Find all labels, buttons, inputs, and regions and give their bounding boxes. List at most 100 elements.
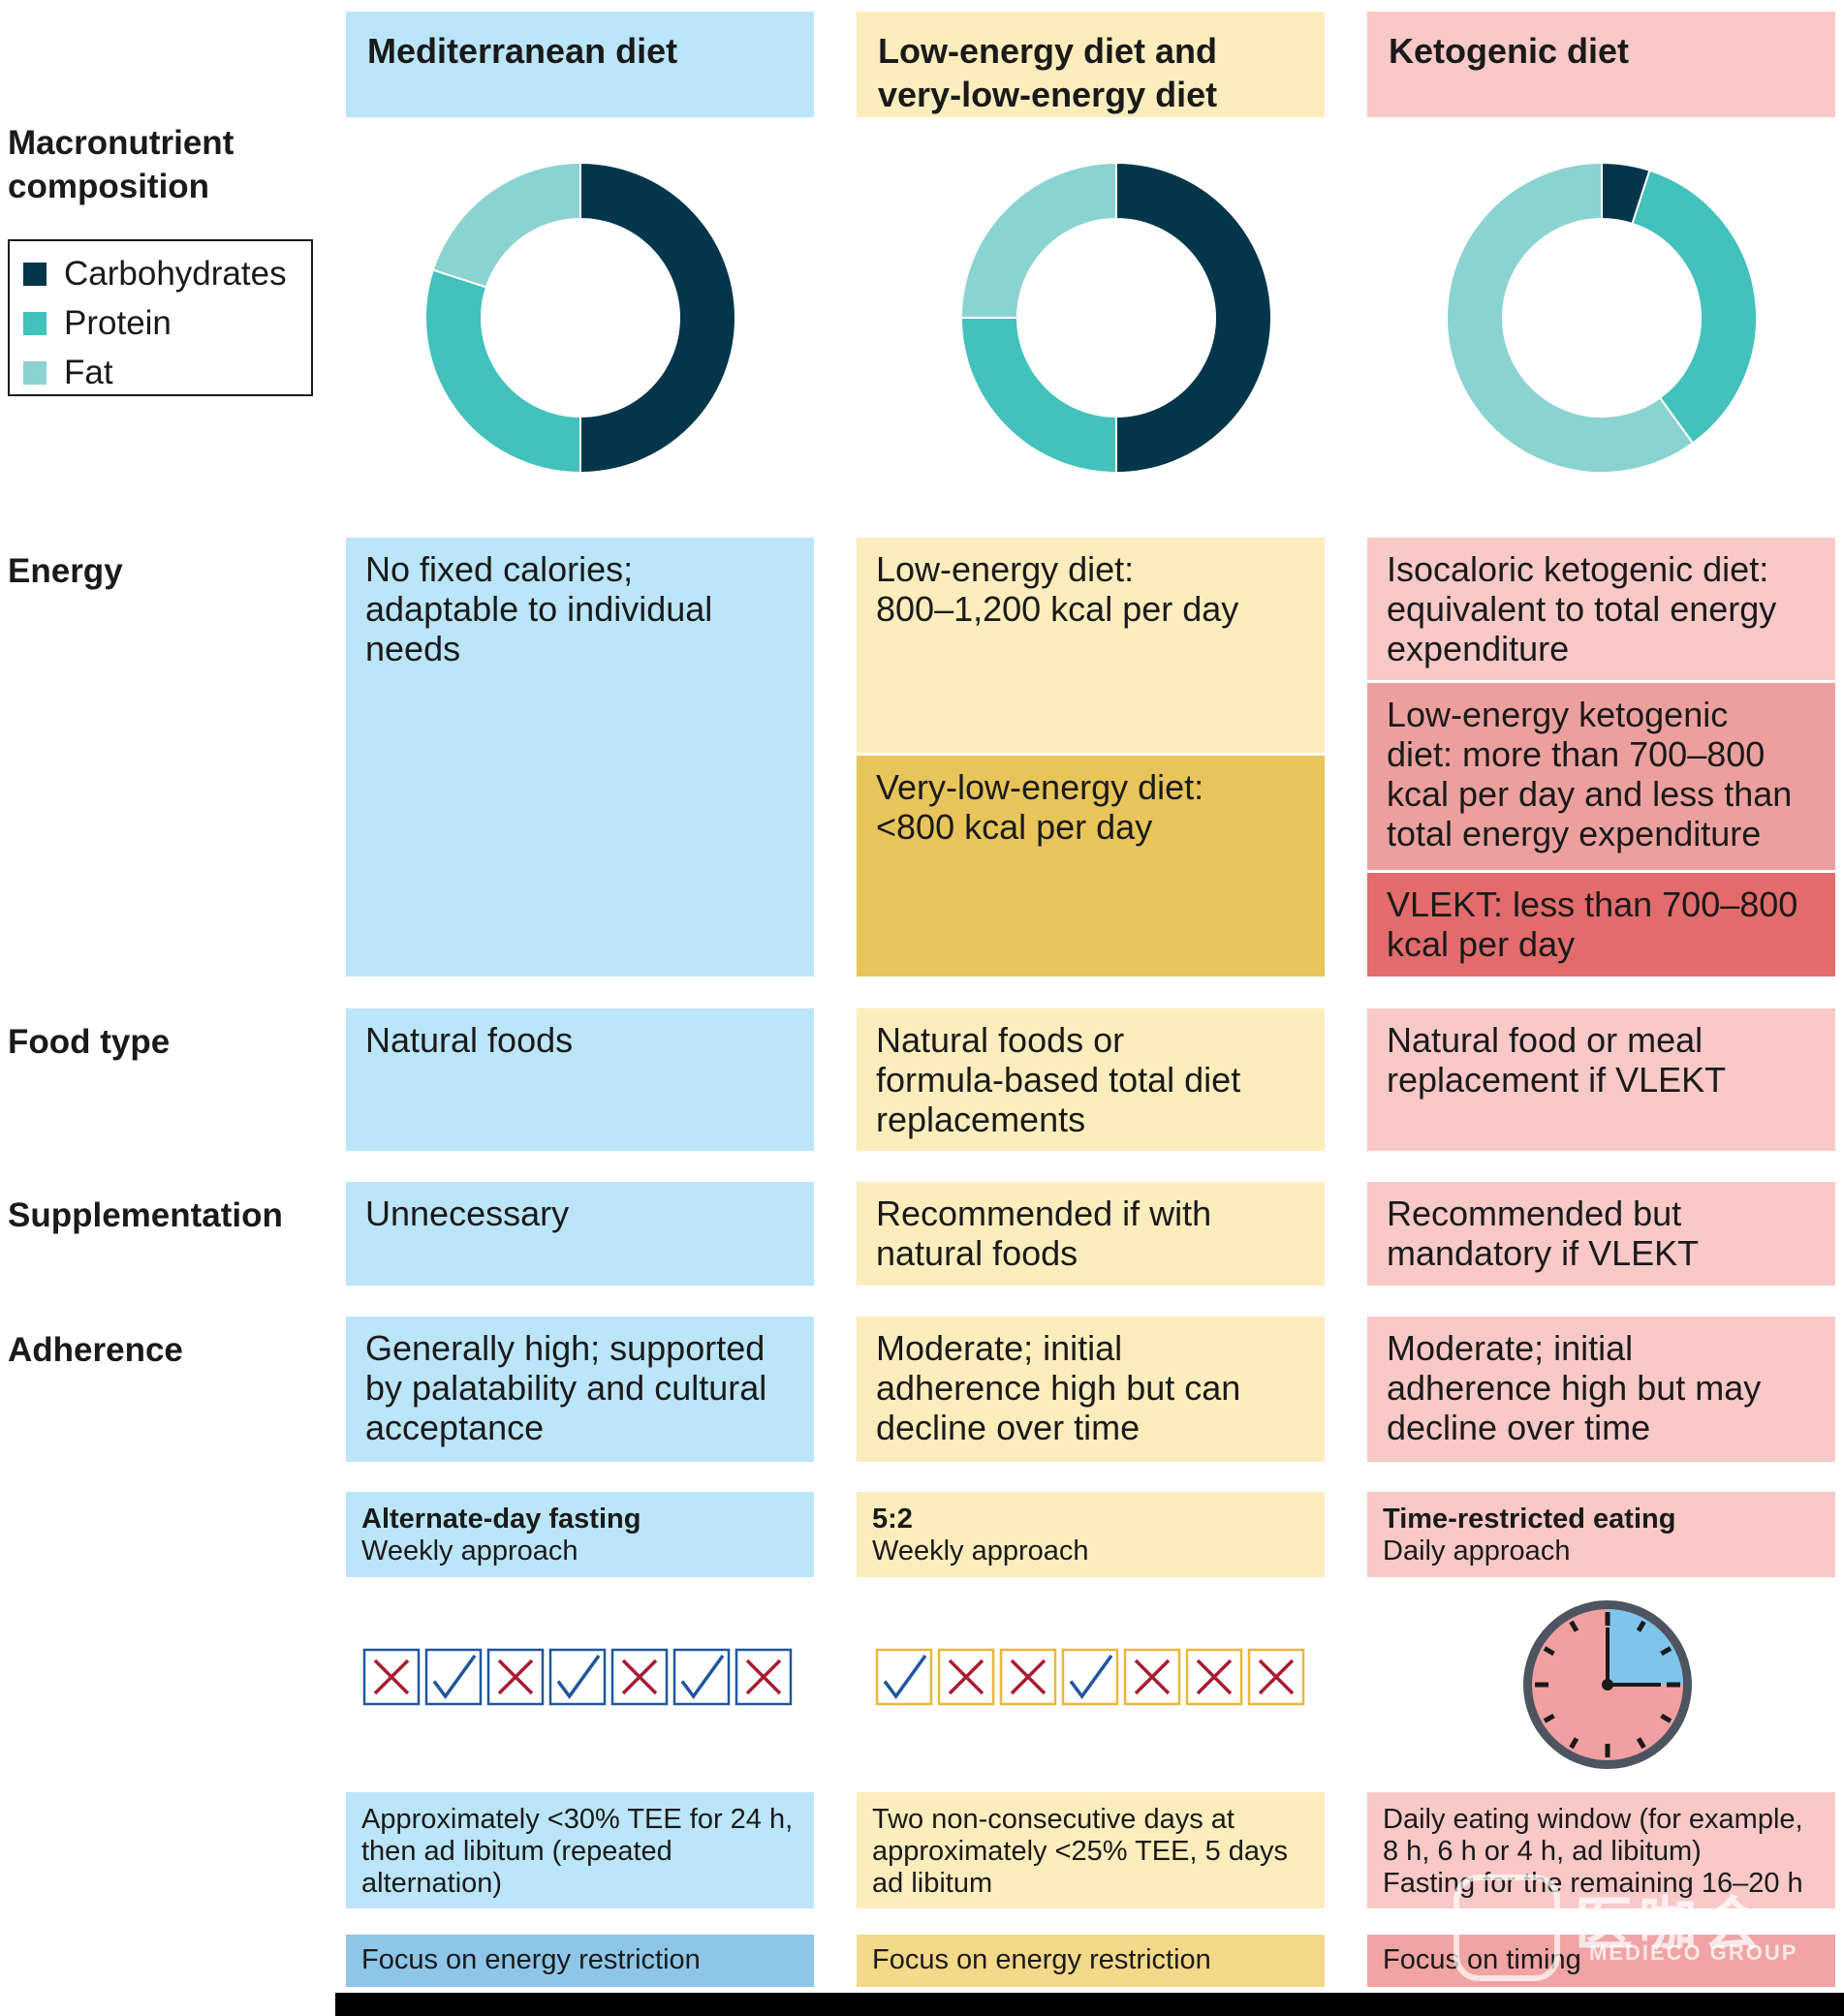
day-cross-icon xyxy=(1185,1648,1243,1706)
adherence-med-line: Generally high; supported xyxy=(365,1328,766,1368)
fasting-desc-alternate-day: Approximately <30% TEE for 24 h, then ad… xyxy=(346,1792,814,1908)
food-type-low-line: Natural foods or xyxy=(876,1020,1125,1060)
legend-swatch-protein xyxy=(23,311,47,335)
fasting-subtitle-5-2: Weekly approach xyxy=(872,1535,1089,1566)
donut-slice-carbohydrates xyxy=(579,162,736,474)
donut-slice-fat xyxy=(431,162,581,289)
energy-vlekt: VLEKT: less than 700–800 kcal per day xyxy=(1367,873,1835,977)
focus-5-2-label: Focus on energy restriction xyxy=(872,1944,1211,1975)
adherence-keto-line: adherence high but may xyxy=(1387,1368,1762,1408)
watermark-cn: 医咖会 xyxy=(1575,1892,1766,1957)
energy-low-keto-line: Low-energy ketogenic xyxy=(1387,695,1729,734)
energy-mediterranean: No fixed calories; adaptable to individu… xyxy=(346,538,814,977)
fasting-header-alternate-day: Alternate-day fasting Weekly approach xyxy=(346,1492,814,1577)
row-label-food-type: Food type xyxy=(8,1023,171,1061)
header-ketogenic-label: Ketogenic diet xyxy=(1389,31,1630,71)
fasting-desc-5-2: Two non-consecutive days at approximatel… xyxy=(857,1792,1325,1908)
day-cross-icon xyxy=(610,1648,669,1706)
energy-low-energy-line: 800–1,200 kcal per day xyxy=(876,589,1239,629)
fasting-desc-line: Fasting for the remaining 16–20 h xyxy=(1383,1868,1803,1899)
donut-slice-fat xyxy=(960,162,1117,319)
weekly-days-alternate-day xyxy=(362,1648,793,1706)
energy-mediterranean-line: No fixed calories; xyxy=(365,549,634,589)
supp-low-line: Recommended if with xyxy=(876,1194,1212,1233)
energy-low-energy-line: Low-energy diet: xyxy=(876,549,1135,589)
legend-item-fat: Fat xyxy=(23,348,297,397)
energy-low-keto-line: diet: more than 700–800 xyxy=(1387,734,1766,774)
header-low-energy-line1: Low-energy diet and xyxy=(878,31,1218,71)
fasting-header-5-2: 5:2 Weekly approach xyxy=(857,1492,1325,1577)
supplementation-low-energy: Recommended if with natural foods xyxy=(857,1182,1325,1286)
energy-isocaloric-line: equivalent to total energy xyxy=(1387,589,1777,629)
fasting-desc-line: ad libitum xyxy=(872,1868,993,1899)
fasting-desc-line: Two non-consecutive days at xyxy=(872,1804,1235,1835)
supplementation-ketogenic: Recommended but mandatory if VLEKT xyxy=(1367,1182,1835,1286)
adherence-med-line: by palatability and cultural xyxy=(365,1368,767,1408)
adherence-keto-line: decline over time xyxy=(1387,1408,1651,1447)
bottom-bar xyxy=(335,1993,1844,2016)
legend-label-carbohydrates: Carbohydrates xyxy=(64,255,287,293)
energy-very-low-energy: Very-low-energy diet: <800 kcal per day xyxy=(857,756,1325,977)
fasting-desc-line: then ad libitum (repeated xyxy=(361,1836,672,1867)
fasting-subtitle-time-restricted: Daily approach xyxy=(1383,1535,1571,1566)
day-check-icon xyxy=(672,1648,731,1706)
energy-vlekt-line: VLEKT: less than 700–800 xyxy=(1387,884,1798,924)
row-label-macro: Macronutrient composition xyxy=(8,121,234,208)
supplementation-mediterranean: Unnecessary xyxy=(346,1182,814,1286)
header-low-energy-line2: very-low-energy diet xyxy=(878,75,1218,114)
focus-5-2: Focus on energy restriction xyxy=(857,1935,1325,1987)
food-type-keto-line: replacement if VLEKT xyxy=(1387,1060,1727,1100)
donut-slice-fat xyxy=(1446,162,1695,474)
weekly-days-5-2 xyxy=(875,1648,1305,1706)
energy-low-keto-line: kcal per day and less than xyxy=(1387,774,1793,814)
adherence-low-line: Moderate; initial xyxy=(876,1328,1123,1368)
adherence-low-energy: Moderate; initial adherence high but can… xyxy=(857,1317,1325,1462)
row-label-supplementation: Supplementation xyxy=(8,1196,283,1234)
adherence-mediterranean: Generally high; supported by palatabilit… xyxy=(346,1317,814,1462)
fasting-desc-time-restricted: Daily eating window (for example, 8 h, 6… xyxy=(1367,1792,1835,1908)
donut-slice-protein xyxy=(424,268,581,474)
donut-slice-protein xyxy=(960,317,1117,474)
legend-label-protein: Protein xyxy=(64,304,172,342)
donut-slice-carbohydrates xyxy=(1115,162,1272,474)
supp-med-line: Unnecessary xyxy=(365,1194,570,1233)
header-ketogenic: Ketogenic diet xyxy=(1367,12,1835,117)
fasting-subtitle-alternate-day: Weekly approach xyxy=(361,1535,578,1566)
donut-slice-protein xyxy=(1631,169,1758,445)
energy-vlekt-line: kcal per day xyxy=(1387,924,1576,964)
fasting-title-5-2: 5:2 xyxy=(872,1504,913,1535)
fasting-desc-line: approximately <25% TEE, 5 days xyxy=(872,1836,1289,1867)
food-type-low-line: replacements xyxy=(876,1100,1086,1139)
food-type-ketogenic: Natural food or meal replacement if VLEK… xyxy=(1367,1008,1835,1151)
energy-low-energy-ketogenic: Low-energy ketogenic diet: more than 700… xyxy=(1367,683,1835,870)
food-type-mediterranean: Natural foods xyxy=(346,1008,814,1151)
legend-swatch-carbohydrates xyxy=(23,262,47,286)
energy-mediterranean-line: adaptable to individual xyxy=(365,589,713,629)
adherence-med-line: acceptance xyxy=(365,1408,545,1447)
day-check-icon xyxy=(424,1648,483,1706)
header-mediterranean: Mediterranean diet xyxy=(346,12,814,117)
legend-item-protein: Protein xyxy=(23,298,297,348)
day-check-icon xyxy=(875,1648,933,1706)
energy-low-energy: Low-energy diet: 800–1,200 kcal per day xyxy=(857,538,1325,753)
fasting-header-time-restricted: Time-restricted eating Daily approach xyxy=(1367,1492,1835,1577)
supp-low-line: natural foods xyxy=(876,1233,1078,1273)
adherence-keto-line: Moderate; initial xyxy=(1387,1328,1634,1368)
day-cross-icon xyxy=(1247,1648,1305,1706)
energy-very-low-energy-line: <800 kcal per day xyxy=(876,807,1153,847)
header-low-energy: Low-energy diet and very-low-energy diet xyxy=(857,12,1325,117)
day-cross-icon xyxy=(937,1648,995,1706)
adherence-low-line: decline over time xyxy=(876,1408,1141,1447)
day-cross-icon xyxy=(1123,1648,1181,1706)
row-label-macro-line1: Macronutrient xyxy=(8,124,234,162)
fasting-desc-line: alternation) xyxy=(361,1868,503,1899)
day-cross-icon xyxy=(999,1648,1057,1706)
fasting-desc-line: Daily eating window (for example, xyxy=(1383,1804,1803,1835)
adherence-ketogenic: Moderate; initial adherence high but may… xyxy=(1367,1317,1835,1462)
fasting-title-alternate-day: Alternate-day fasting xyxy=(361,1504,641,1535)
food-type-med-line: Natural foods xyxy=(365,1020,574,1060)
day-cross-icon xyxy=(486,1648,545,1706)
legend-item-carbohydrates: Carbohydrates xyxy=(23,249,297,298)
row-label-energy: Energy xyxy=(8,552,123,590)
header-mediterranean-label: Mediterranean diet xyxy=(367,31,678,71)
